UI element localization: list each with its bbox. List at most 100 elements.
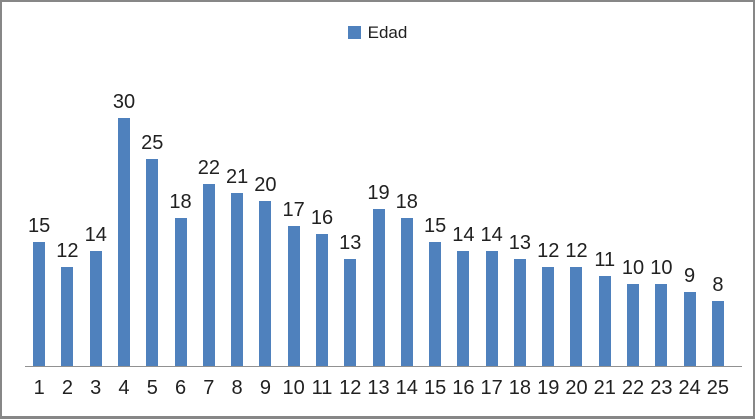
bar-value-label: 18 [395, 191, 418, 213]
legend-swatch-icon [347, 26, 361, 39]
bar-value-label: 25 [141, 132, 164, 154]
bar-value-label: 11 [594, 249, 616, 271]
x-axis-tick-label: 8 [231, 377, 243, 399]
bar-column: 30 [110, 91, 138, 367]
bar [683, 292, 696, 367]
bar-column: 11 [591, 249, 619, 367]
x-axis-tick-label: 21 [593, 377, 616, 399]
bar-column: 14 [449, 224, 477, 367]
bar [344, 259, 357, 367]
bar-column: 10 [647, 257, 675, 367]
bar [287, 226, 300, 367]
bar [627, 284, 640, 367]
x-axis-tick-label: 24 [678, 377, 701, 399]
legend-label: Edad [367, 23, 408, 42]
x-axis-tick-label: 20 [565, 377, 588, 399]
bar-value-label: 13 [508, 232, 532, 254]
x-axis-line [25, 366, 742, 367]
bar-value-label: 15 [423, 215, 447, 237]
legend: Edad [2, 24, 753, 41]
bar [231, 193, 244, 367]
bar [711, 301, 724, 367]
bar [202, 184, 215, 367]
x-axis-tick-label: 9 [259, 377, 271, 399]
bar-value-label: 8 [712, 274, 724, 296]
bar [485, 251, 498, 367]
bar [655, 284, 668, 367]
bar [259, 201, 272, 367]
bar-value-label: 12 [537, 240, 560, 262]
x-axis-tick-label: 16 [452, 377, 475, 399]
x-axis-tick-label: 7 [203, 377, 215, 399]
bar-value-label: 19 [367, 182, 390, 204]
bar-column: 12 [53, 240, 81, 367]
bar [598, 276, 611, 367]
bar-value-label: 22 [197, 157, 220, 179]
bar-value-label: 14 [480, 224, 503, 246]
bar-column: 13 [336, 232, 364, 367]
bar-column: 12 [562, 240, 590, 367]
bar [400, 218, 413, 367]
bar [174, 218, 187, 367]
x-axis-tick-label: 11 [311, 377, 333, 399]
x-axis-tick-label: 22 [621, 377, 645, 399]
x-axis-tick-label: 10 [282, 377, 305, 399]
bar-column: 8 [704, 274, 732, 367]
bar [542, 267, 555, 367]
bar-value-label: 14 [452, 224, 475, 246]
bar-value-label: 20 [254, 174, 277, 196]
x-axis-tick-label: 25 [706, 377, 730, 399]
bar-column: 22 [195, 157, 223, 367]
bar [33, 242, 46, 367]
bar-column: 25 [138, 132, 166, 367]
bar-value-label: 12 [565, 240, 588, 262]
x-axis-tick-label: 18 [508, 377, 532, 399]
bar-value-label: 16 [310, 207, 334, 229]
x-axis-tick-label: 19 [537, 377, 560, 399]
bar [146, 159, 159, 367]
bar-column: 21 [223, 166, 251, 367]
bar-column: 14 [82, 224, 110, 367]
bar [429, 242, 442, 367]
bar-column: 18 [166, 191, 194, 367]
x-axis-labels: 1 2 3 4 5 6 7 8 9 10 11 12 13 14 15 16 17 18 19 20 21 22 23 24 2… [25, 376, 732, 400]
bar [372, 209, 385, 367]
bar-column: 13 [506, 232, 534, 367]
bar-value-label: 30 [112, 91, 136, 113]
x-axis-tick-label: 14 [395, 377, 418, 399]
bar [117, 118, 130, 367]
bar-column: 16 [308, 207, 336, 367]
bar-column: 20 [251, 174, 279, 367]
bar-column: 19 [364, 182, 392, 367]
bar-column: 17 [280, 199, 308, 367]
bar-value-label: 9 [684, 265, 696, 287]
x-axis-tick-label: 17 [480, 377, 503, 399]
x-axis-tick-label: 12 [339, 377, 362, 399]
x-axis-tick-label: 3 [90, 377, 102, 399]
x-axis-tick-label: 5 [146, 377, 158, 399]
x-axis-tick-label: 23 [650, 377, 673, 399]
bar [315, 234, 328, 367]
bar [89, 251, 102, 367]
bar-value-label: 17 [282, 199, 305, 221]
bar [61, 267, 74, 367]
bar-value-label: 21 [225, 166, 249, 188]
x-axis-tick-label: 4 [118, 377, 130, 399]
bar-column: 15 [25, 215, 53, 367]
bar-column: 9 [675, 265, 703, 367]
x-axis-tick-label: 2 [61, 377, 73, 399]
x-axis-tick-label: 1 [33, 377, 45, 399]
bar-column: 12 [534, 240, 562, 367]
plot-area: 15 12 14 30 25 18 22 21 20 17 16 13 19 18 15 14 14 13 12 12… [25, 2, 732, 367]
bar [570, 267, 583, 367]
bar-column: 14 [478, 224, 506, 367]
x-axis-tick-label: 13 [367, 377, 390, 399]
x-axis-tick-label: 6 [174, 377, 187, 399]
bar-value-label: 18 [169, 191, 192, 213]
bar [513, 259, 526, 367]
bar-value-label: 12 [56, 240, 79, 262]
bar [457, 251, 470, 367]
bar-value-label: 14 [84, 224, 107, 246]
bar-value-label: 15 [28, 215, 51, 237]
